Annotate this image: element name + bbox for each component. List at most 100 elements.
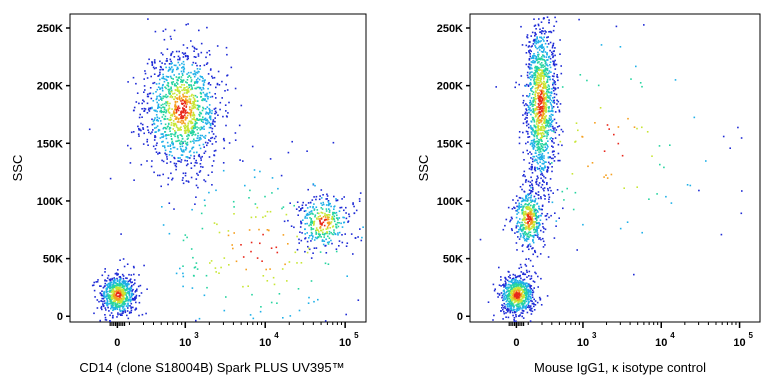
data-point bbox=[196, 129, 198, 131]
data-point bbox=[233, 213, 235, 215]
data-point bbox=[521, 316, 523, 318]
data-point bbox=[314, 221, 316, 223]
data-point bbox=[640, 82, 642, 84]
data-point bbox=[536, 220, 538, 222]
data-point bbox=[190, 89, 192, 91]
data-point bbox=[540, 143, 542, 145]
data-point bbox=[555, 68, 557, 70]
data-point bbox=[193, 139, 195, 141]
data-point bbox=[215, 141, 217, 143]
data-point bbox=[343, 210, 345, 212]
data-point bbox=[187, 23, 189, 25]
data-point bbox=[530, 232, 532, 234]
data-point bbox=[215, 87, 217, 89]
data-point bbox=[134, 279, 136, 281]
data-point bbox=[542, 126, 544, 128]
data-point bbox=[551, 140, 553, 142]
data-point bbox=[114, 293, 116, 295]
data-point bbox=[508, 276, 510, 278]
data-point bbox=[556, 21, 558, 23]
data-point bbox=[199, 318, 201, 320]
data-point bbox=[527, 216, 529, 218]
data-point bbox=[177, 98, 179, 100]
data-point bbox=[196, 118, 198, 120]
data-point bbox=[200, 129, 202, 131]
data-point bbox=[342, 226, 344, 228]
data-point bbox=[534, 113, 536, 115]
data-point bbox=[180, 129, 182, 131]
data-point bbox=[514, 311, 516, 313]
data-point bbox=[528, 258, 530, 260]
data-point bbox=[281, 208, 283, 210]
data-point bbox=[328, 208, 330, 210]
data-point bbox=[347, 242, 349, 244]
data-point bbox=[618, 143, 620, 145]
data-point bbox=[526, 179, 528, 181]
data-point bbox=[741, 137, 743, 139]
data-point bbox=[529, 243, 531, 245]
data-point bbox=[173, 74, 175, 76]
data-point bbox=[542, 188, 544, 190]
data-point bbox=[551, 145, 553, 147]
data-point bbox=[529, 53, 531, 55]
data-point bbox=[530, 35, 532, 37]
data-point bbox=[527, 306, 529, 308]
data-point bbox=[525, 143, 527, 145]
data-point bbox=[531, 228, 533, 230]
data-point bbox=[528, 181, 530, 183]
data-point bbox=[528, 231, 530, 233]
data-point bbox=[187, 112, 189, 114]
data-point bbox=[110, 285, 112, 287]
data-point bbox=[166, 138, 168, 140]
data-point bbox=[328, 263, 330, 265]
data-point bbox=[336, 248, 338, 250]
data-point bbox=[525, 258, 527, 260]
data-point bbox=[211, 171, 213, 173]
data-point bbox=[540, 69, 542, 71]
data-point bbox=[531, 90, 533, 92]
data-point bbox=[502, 309, 504, 311]
data-point bbox=[157, 119, 159, 121]
data-point bbox=[531, 248, 533, 250]
data-point bbox=[174, 65, 176, 67]
data-point bbox=[524, 118, 526, 120]
data-point bbox=[562, 208, 564, 210]
data-point bbox=[236, 261, 238, 263]
data-point bbox=[282, 268, 284, 270]
data-point bbox=[219, 109, 221, 111]
data-point bbox=[563, 199, 565, 201]
data-point bbox=[192, 101, 194, 103]
data-point bbox=[127, 303, 129, 305]
data-point bbox=[233, 232, 235, 234]
data-point bbox=[201, 120, 203, 122]
data-point bbox=[110, 288, 112, 290]
data-point bbox=[206, 275, 208, 277]
data-point bbox=[197, 71, 199, 73]
data-point bbox=[531, 164, 533, 166]
data-point bbox=[531, 133, 533, 135]
data-point bbox=[630, 78, 632, 80]
data-point bbox=[171, 108, 173, 110]
data-point bbox=[192, 118, 194, 120]
data-point bbox=[545, 229, 547, 231]
data-point bbox=[119, 309, 121, 311]
data-point bbox=[541, 136, 543, 138]
data-point bbox=[537, 56, 539, 58]
data-point bbox=[148, 59, 150, 61]
data-point bbox=[530, 125, 532, 127]
data-point bbox=[321, 218, 323, 220]
data-point bbox=[150, 87, 152, 89]
data-point bbox=[168, 123, 170, 125]
data-point bbox=[514, 232, 516, 234]
data-point bbox=[554, 160, 556, 162]
data-point bbox=[176, 51, 178, 53]
data-point bbox=[317, 209, 319, 211]
data-point bbox=[539, 182, 541, 184]
data-point bbox=[164, 96, 166, 98]
data-point bbox=[539, 157, 541, 159]
data-point bbox=[616, 26, 618, 28]
data-point bbox=[171, 133, 173, 135]
data-point bbox=[299, 310, 301, 312]
data-point bbox=[197, 135, 199, 137]
data-point bbox=[199, 115, 201, 117]
